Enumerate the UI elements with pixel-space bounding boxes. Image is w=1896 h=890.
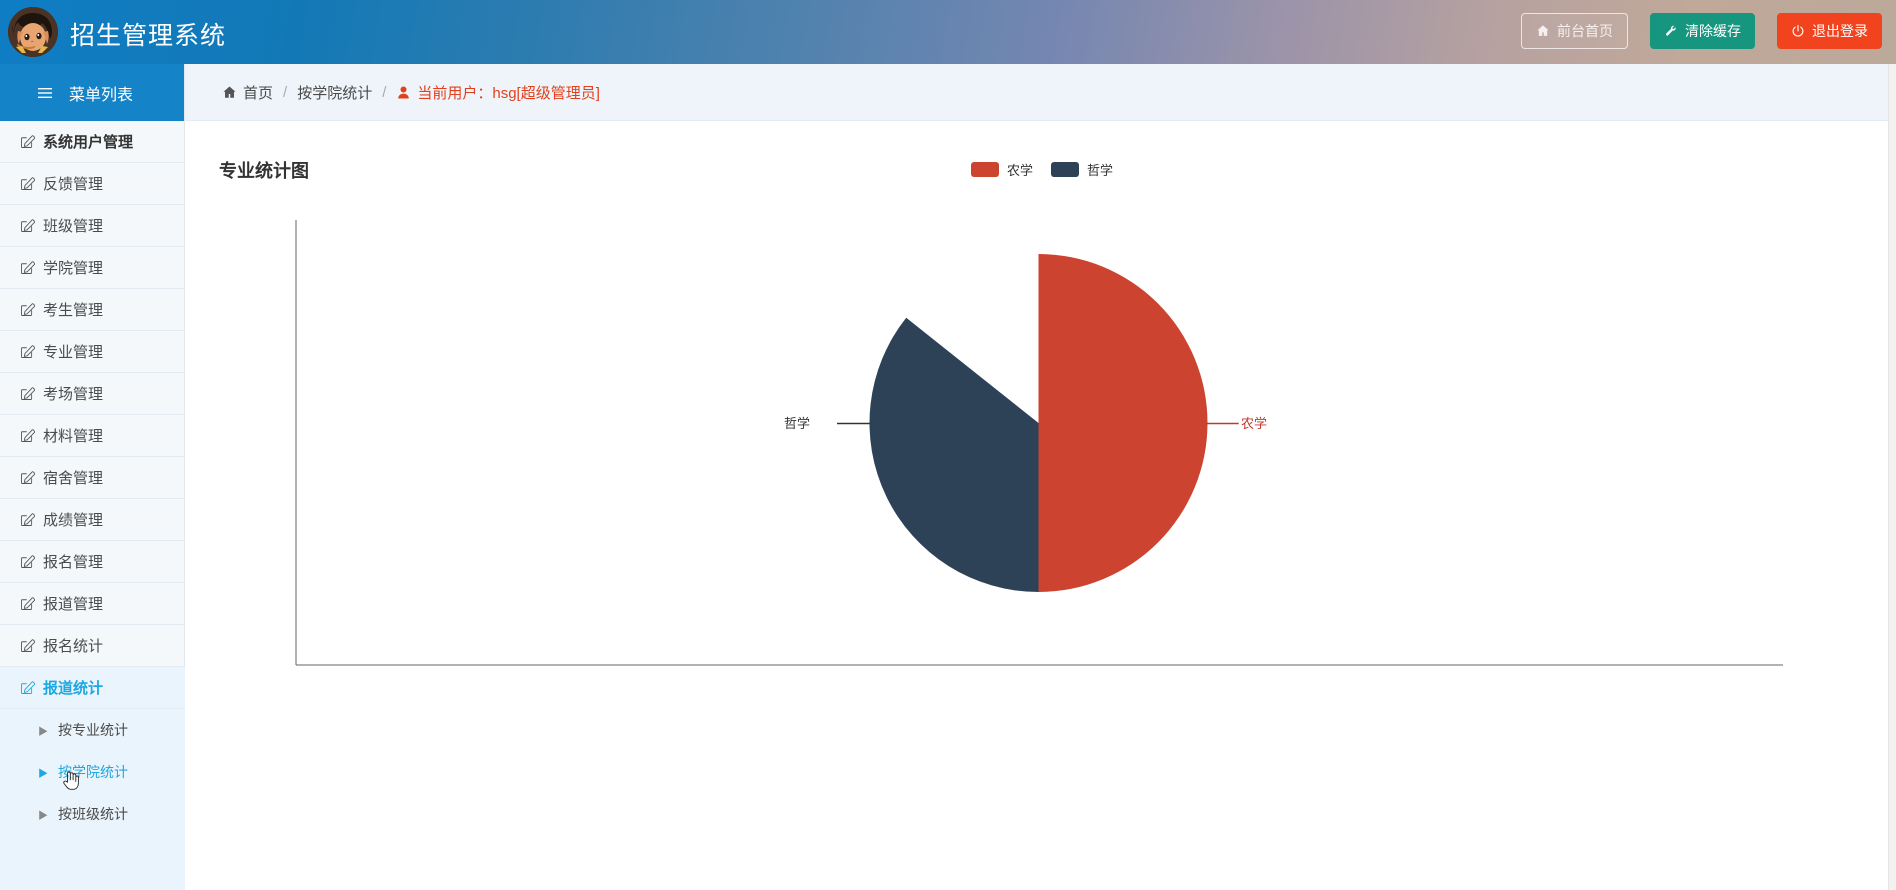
- svg-text:哲学: 哲学: [784, 416, 810, 431]
- svg-text:农学: 农学: [1241, 416, 1267, 431]
